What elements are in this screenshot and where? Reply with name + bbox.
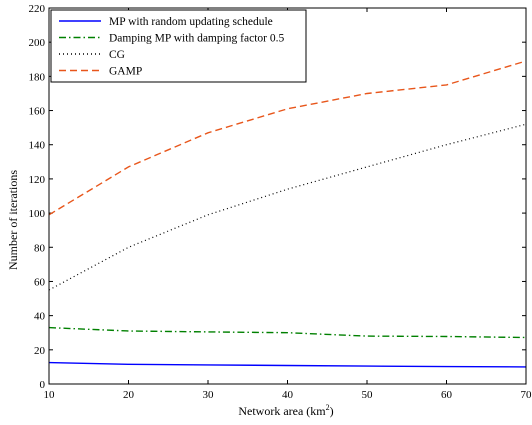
y-tick-label: 140 bbox=[29, 140, 46, 152]
series-line-4 bbox=[48, 60, 527, 216]
y-tick-label: 80 bbox=[34, 242, 46, 254]
series-line-3 bbox=[48, 123, 527, 291]
x-tick-label: 70 bbox=[521, 389, 532, 401]
axis-ticks: 10 20 30 40 50 60 70 0 20 40 60 80 100 120 140 160 180 20… bbox=[29, 3, 532, 401]
legend-label-2: Damping MP with damping factor 0.5 bbox=[109, 33, 284, 45]
y-axis-label: Number of iterations bbox=[6, 170, 20, 270]
plot-frame bbox=[48, 7, 527, 385]
legend-label-1: MP with random updating schedule bbox=[109, 16, 273, 28]
legend-label-3: CG bbox=[109, 49, 125, 61]
x-tick-label: 50 bbox=[362, 389, 374, 401]
x-axis-label-superscript: 2 bbox=[326, 403, 330, 412]
y-tick-label: 20 bbox=[34, 345, 46, 357]
x-axis-label-tail: ) bbox=[330, 404, 334, 418]
legend: MP with random updating schedule Damping … bbox=[50, 9, 307, 83]
x-tick-label: 40 bbox=[282, 389, 294, 401]
x-tick-label: 20 bbox=[123, 389, 135, 401]
y-tick-label: 220 bbox=[29, 3, 46, 15]
y-tick-label: 160 bbox=[29, 106, 46, 118]
y-tick-label: 200 bbox=[29, 37, 46, 49]
y-axis-label-group: Number of iterations bbox=[6, 170, 20, 270]
series-line-1 bbox=[48, 361, 527, 368]
y-tick-label: 0 bbox=[40, 379, 46, 391]
legend-label-4: GAMP bbox=[109, 66, 142, 78]
x-axis-label-main: Network area (km bbox=[238, 404, 326, 418]
y-tick-label: 180 bbox=[29, 71, 46, 83]
y-tick-label: 60 bbox=[34, 276, 46, 288]
series-layer bbox=[48, 60, 527, 368]
x-tick-label: 30 bbox=[203, 389, 215, 401]
x-tick-label: 10 bbox=[44, 389, 56, 401]
y-tick-label: 100 bbox=[29, 208, 46, 220]
y-tick-label: 120 bbox=[29, 174, 46, 186]
series-line-2 bbox=[48, 326, 527, 339]
x-tick-label: 60 bbox=[441, 389, 453, 401]
y-tick-label: 40 bbox=[34, 311, 46, 323]
x-axis-label: Network area (km2) bbox=[238, 403, 333, 418]
